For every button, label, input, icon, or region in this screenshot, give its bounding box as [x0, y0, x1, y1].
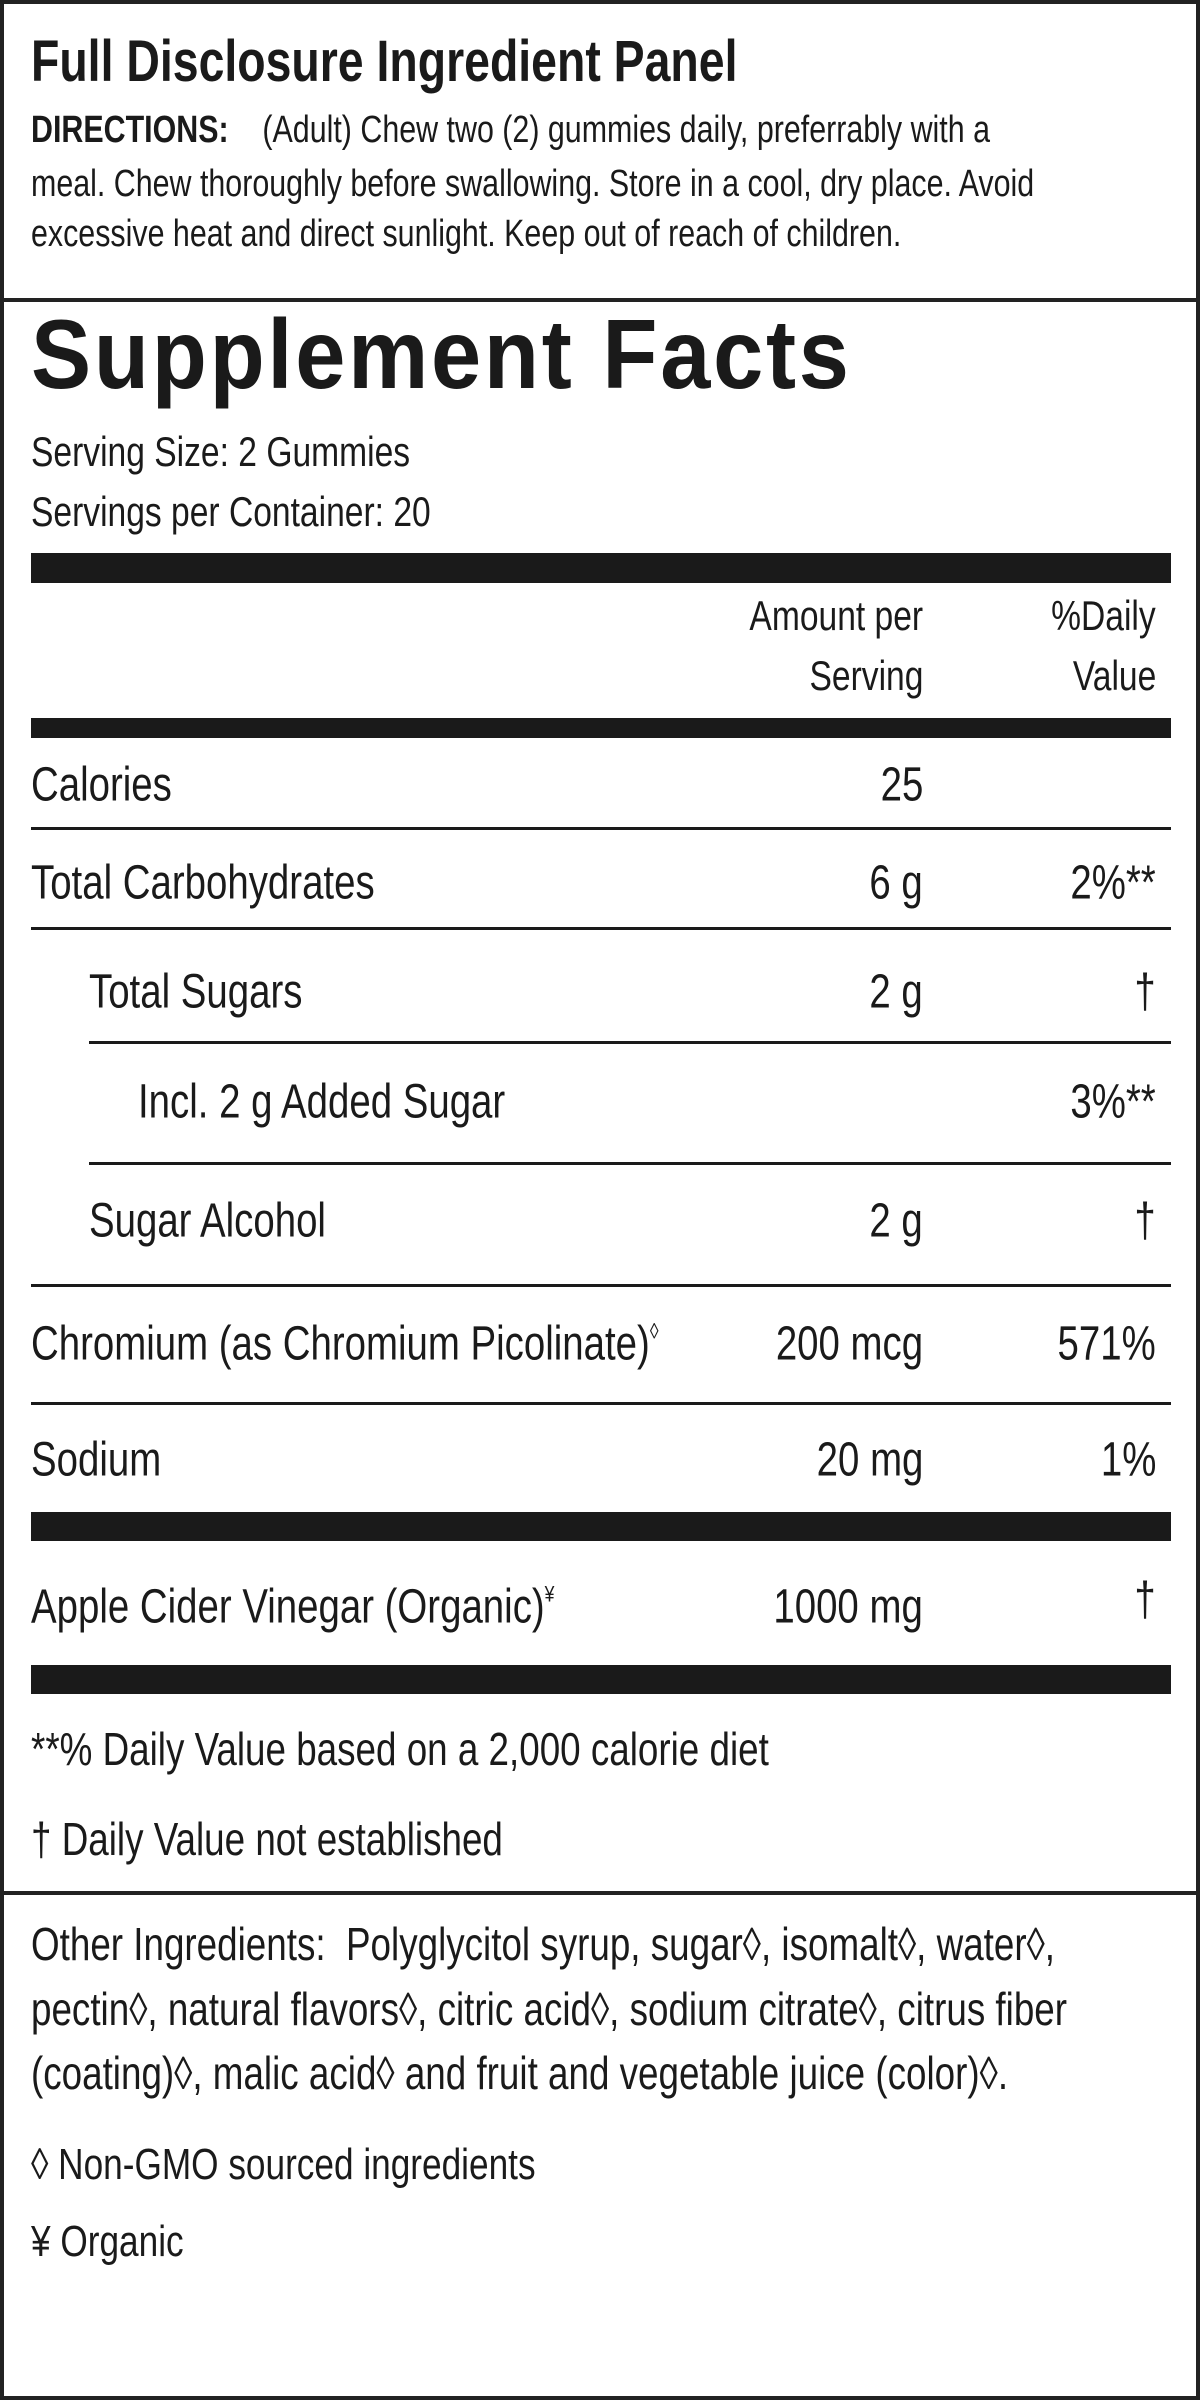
row-divider — [89, 1162, 1171, 1165]
text: Calories — [31, 758, 172, 812]
supplement-facts-title: Supplement Facts — [31, 298, 923, 411]
row-divider — [31, 827, 1171, 830]
row-total-sugars-name: Total Sugars — [89, 965, 356, 1020]
other-ingredients: Other Ingredients: Polyglycitol syrup, s… — [31, 1912, 1167, 2106]
row-total-sugars-amount: 2 g — [856, 965, 923, 1020]
text: 200 mcg — [775, 1317, 923, 1371]
row-sugar-alcohol-name: Sugar Alcohol — [89, 1194, 385, 1249]
text: Total Sugars — [89, 965, 303, 1019]
text: %Daily — [1051, 592, 1156, 639]
row-chromium-amount: 200 mcg — [739, 1317, 923, 1372]
thick-bar — [31, 553, 1171, 583]
row-calories-name: Calories — [31, 758, 207, 813]
text: ◊ Non-GMO sourced ingredients — [31, 2140, 536, 2189]
text: Full Disclosure Ingredient Panel — [31, 29, 738, 94]
text: Sugar Alcohol — [89, 1194, 326, 1248]
row-total-carbohydrates-name: Total Carbohydrates — [31, 856, 461, 911]
thick-bar — [31, 718, 1171, 738]
non-gmo-mark: ◊ — [649, 1318, 659, 1344]
row-divider — [89, 1041, 1171, 1044]
row-total-carbohydrates-dv: 2%** — [1049, 856, 1156, 911]
text: 1000 mg — [773, 1580, 923, 1634]
directions-line-1: DIRECTIONS: (Adult) Chew two (2) gummies… — [31, 106, 1200, 154]
directions-line-3: excessive heat and direct sunlight. Keep… — [31, 210, 1119, 258]
text: Incl. 2 g Added Sugar — [138, 1075, 506, 1129]
legend-non-gmo: ◊ Non-GMO sourced ingredients — [31, 2140, 662, 2190]
row-added-sugar-name: Incl. 2 g Added Sugar — [138, 1075, 597, 1130]
row-sugar-alcohol-dv: † — [1129, 1194, 1156, 1249]
row-chromium-dv: 571% — [1033, 1317, 1156, 1372]
text: 25 — [880, 758, 923, 812]
row-sugar-alcohol-amount: 2 g — [856, 1194, 923, 1249]
footnote-not-established: † Daily Value not established — [31, 1812, 621, 1866]
thick-bar — [31, 1512, 1171, 1541]
row-sodium-dv: 1% — [1087, 1433, 1157, 1488]
text: meal. Chew thoroughly before swallowing.… — [31, 163, 1035, 205]
row-apple-cider-vinegar-dv: † — [1129, 1573, 1156, 1628]
row-divider — [31, 927, 1171, 930]
row-sodium-amount: 20 mg — [790, 1433, 923, 1488]
text: 3%** — [1070, 1075, 1156, 1129]
text: † Daily Value not established — [31, 1813, 503, 1865]
text: 20 mg — [816, 1433, 923, 1487]
text: Servings per Container: 20 — [31, 488, 431, 535]
text: Total Carbohydrates — [31, 856, 375, 910]
text: excessive heat and direct sunlight. Keep… — [31, 213, 902, 255]
text: Sodium — [31, 1433, 162, 1487]
text: Serving — [809, 652, 923, 699]
serving-size: Serving Size: 2 Gummies — [31, 428, 505, 476]
text: † — [1134, 965, 1156, 1019]
directions-line-2: meal. Chew thoroughly before swallowing.… — [31, 160, 1200, 208]
row-apple-cider-vinegar-amount: 1000 mg — [736, 1580, 923, 1635]
text: **% Daily Value based on a 2,000 calorie… — [31, 1723, 769, 1775]
text: Supplement Facts — [31, 299, 852, 409]
row-added-sugar-dv: 3%** — [1049, 1075, 1156, 1130]
text: Amount per — [749, 592, 923, 639]
row-total-carbohydrates-amount: 6 g — [856, 856, 923, 911]
text: 2 g — [869, 1194, 923, 1248]
other-ingredients-label: Other Ingredients: — [31, 1918, 326, 1970]
header-daily-value: %Daily Value — [1025, 586, 1156, 706]
text: † — [1134, 1194, 1156, 1248]
row-divider — [31, 1402, 1171, 1405]
thick-bar — [31, 1665, 1171, 1694]
row-apple-cider-vinegar-name: Apple Cider Vinegar (Organic)¥ — [31, 1580, 685, 1635]
text: 2 g — [869, 965, 923, 1019]
text: 2%** — [1070, 856, 1156, 910]
text: 6 g — [869, 856, 923, 910]
panel-title: Full Disclosure Ingredient Panel — [31, 28, 914, 95]
row-calories-amount: 25 — [870, 758, 923, 813]
section-divider — [0, 1891, 1200, 1895]
row-sodium-name: Sodium — [31, 1433, 194, 1488]
row-chromium-name: Chromium (as Chromium Picolinate)◊ — [31, 1317, 815, 1372]
footnote-daily-value: **% Daily Value based on a 2,000 calorie… — [31, 1722, 953, 1776]
text: Apple Cider Vinegar (Organic) — [31, 1580, 545, 1634]
servings-per-container: Servings per Container: 20 — [31, 488, 531, 536]
header-amount: Amount per Serving — [706, 586, 923, 706]
other-ingredients-text: Polyglycitol syrup, sugar◊, isomalt◊, wa… — [31, 1918, 1068, 2099]
text: Value — [1072, 652, 1156, 699]
directions-label: DIRECTIONS: — [31, 109, 229, 151]
organic-mark: ¥ — [544, 1581, 555, 1607]
text: 571% — [1057, 1317, 1156, 1371]
section-divider — [0, 298, 1200, 302]
text: 1% — [1100, 1433, 1157, 1487]
directions-text: (Adult) Chew two (2) gummies daily, pref… — [262, 109, 990, 151]
text: Serving Size: 2 Gummies — [31, 428, 411, 475]
text: † — [1134, 1573, 1156, 1627]
row-divider — [31, 1284, 1171, 1287]
row-total-sugars-dv: † — [1129, 965, 1156, 1020]
legend-organic: ¥ Organic — [31, 2217, 222, 2267]
text: ¥ Organic — [31, 2217, 184, 2266]
text: Chromium (as Chromium Picolinate) — [31, 1317, 650, 1371]
